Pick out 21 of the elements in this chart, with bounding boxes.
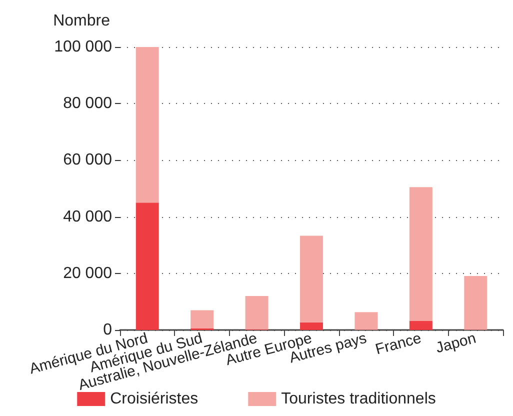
bar (190, 310, 214, 328)
x-tick-label: Japon (434, 330, 478, 357)
y-tick-label: 60 000 (63, 152, 112, 169)
bar (464, 276, 488, 330)
y-tick-label: 0 (103, 322, 112, 338)
y-tick-label: 80 000 (63, 95, 112, 112)
y-tick-label: 100 000 (54, 38, 112, 56)
bar (300, 236, 323, 322)
bar (136, 202, 159, 330)
y-tick-label: 40 000 (63, 208, 112, 226)
bar (300, 322, 323, 330)
y-axis-title: Nombre (53, 12, 110, 30)
x-tick-label: France (374, 330, 424, 358)
bar (245, 296, 268, 330)
y-tick-label: 20 000 (63, 264, 112, 282)
legend-label: Touristes traditionnels (281, 390, 436, 408)
legend-label: Croisiéristes (110, 390, 198, 408)
bar (409, 187, 432, 321)
bar (354, 312, 378, 330)
bar (136, 47, 159, 203)
bar (409, 320, 432, 330)
